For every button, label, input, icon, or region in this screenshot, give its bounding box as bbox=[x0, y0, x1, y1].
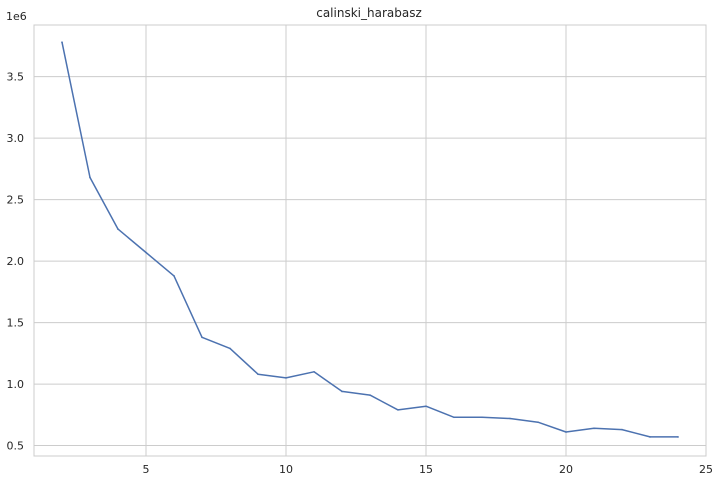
y-tick-label: 1.5 bbox=[7, 317, 25, 330]
series-line bbox=[61, 41, 679, 438]
data-point bbox=[369, 394, 371, 396]
data-point bbox=[117, 228, 119, 230]
data-point bbox=[61, 41, 63, 44]
data-point bbox=[593, 427, 595, 430]
data-point bbox=[537, 421, 539, 423]
x-tick-label: 25 bbox=[699, 463, 713, 476]
y-tick-label: 3.5 bbox=[7, 71, 25, 84]
x-gridlines bbox=[145, 25, 707, 456]
data-point bbox=[677, 436, 679, 438]
data-point bbox=[229, 347, 231, 350]
data-point bbox=[145, 251, 147, 254]
x-tick-label: 5 bbox=[143, 463, 150, 476]
y-tick-label: 1.0 bbox=[7, 378, 25, 391]
data-point bbox=[425, 405, 427, 407]
y-tick-label: 2.0 bbox=[7, 255, 25, 268]
data-point bbox=[313, 370, 315, 373]
data-point bbox=[341, 390, 343, 393]
data-point bbox=[285, 377, 287, 379]
chart-title: calinski_harabasz bbox=[316, 6, 422, 20]
y-tick-labels: 0.5 1.0 1.5 2.0 2.5 3.0 3.5 bbox=[7, 71, 25, 453]
x-tick-labels: 5 10 15 20 25 bbox=[143, 463, 714, 476]
data-point bbox=[89, 176, 91, 179]
y-tick-label: 2.5 bbox=[7, 194, 25, 207]
data-point bbox=[397, 409, 399, 411]
data-point bbox=[173, 275, 175, 277]
plot-frame bbox=[33, 24, 707, 457]
data-point bbox=[649, 436, 651, 438]
series-layer bbox=[61, 41, 679, 438]
data-point bbox=[453, 416, 455, 419]
y-offset-label: 1e6 bbox=[6, 10, 27, 23]
data-point bbox=[257, 373, 259, 376]
y-tick-label: 3.0 bbox=[7, 132, 25, 145]
x-tick-label: 15 bbox=[419, 463, 433, 476]
y-gridlines bbox=[34, 76, 706, 447]
y-tick-label: 0.5 bbox=[7, 440, 25, 453]
data-point bbox=[481, 416, 483, 419]
x-tick-label: 20 bbox=[559, 463, 573, 476]
x-tick-label: 10 bbox=[279, 463, 293, 476]
data-point bbox=[565, 431, 567, 433]
data-point bbox=[621, 428, 623, 431]
data-point bbox=[201, 336, 203, 339]
data-point bbox=[509, 417, 511, 420]
